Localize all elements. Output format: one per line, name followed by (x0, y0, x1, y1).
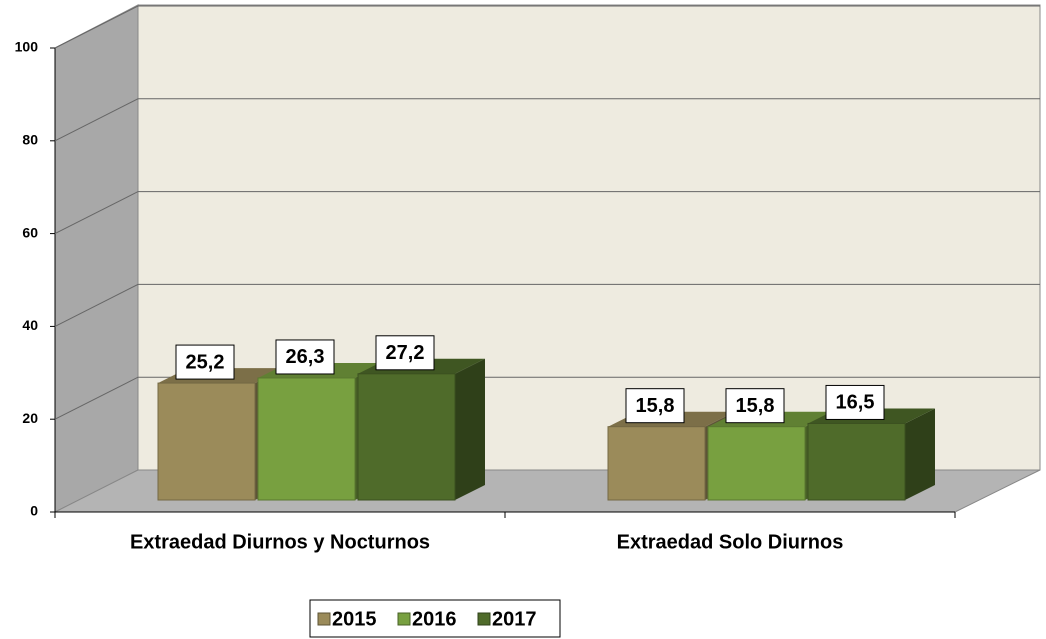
legend-swatch (317, 612, 331, 626)
grid-line (54, 283, 1040, 327)
y-tick-label: 0 (30, 503, 38, 519)
data-label-box (175, 344, 235, 380)
data-label: 26,3 (286, 346, 325, 368)
y-tick-label: 100 (15, 39, 39, 55)
legend-box (309, 599, 561, 638)
data-label: 27,2 (386, 342, 425, 364)
data-label-box (825, 384, 885, 420)
x-tick-label: Extraedad Diurnos y Nocturnos (130, 531, 430, 553)
bar (707, 426, 806, 501)
data-label: 25,2 (186, 351, 225, 373)
grid-line (54, 191, 1040, 235)
data-label: 16,5 (836, 392, 875, 414)
bar-side (905, 408, 935, 500)
legend-swatch (477, 612, 491, 626)
x-tick-label: Extraedad Solo Diurnos (617, 531, 844, 553)
legend-swatch (397, 612, 411, 626)
data-label-box (725, 388, 785, 424)
y-tick-label: 80 (22, 132, 38, 148)
bar (257, 377, 356, 501)
legend: 2015 2016 2017 (309, 599, 561, 638)
bar (157, 382, 256, 501)
legend-label: 2017 (492, 608, 537, 630)
data-label-box (625, 388, 685, 424)
bar (357, 373, 456, 501)
data-label-box (375, 335, 435, 371)
data-label: 15,8 (636, 395, 675, 417)
bar (607, 426, 706, 501)
data-label: 15,8 (736, 395, 775, 417)
side-wall (54, 4, 139, 513)
bar-side (455, 358, 485, 500)
grid-line (54, 5, 1040, 49)
legend-label: 2015 (332, 608, 377, 630)
y-tick-label: 40 (22, 317, 38, 333)
grid-line (54, 376, 1040, 420)
legend-label: 2016 (412, 608, 457, 630)
bar (807, 422, 906, 501)
y-tick-label: 60 (22, 224, 38, 240)
grid-line (54, 98, 1040, 142)
data-label-box (275, 339, 335, 375)
y-tick-label: 20 (22, 410, 38, 426)
